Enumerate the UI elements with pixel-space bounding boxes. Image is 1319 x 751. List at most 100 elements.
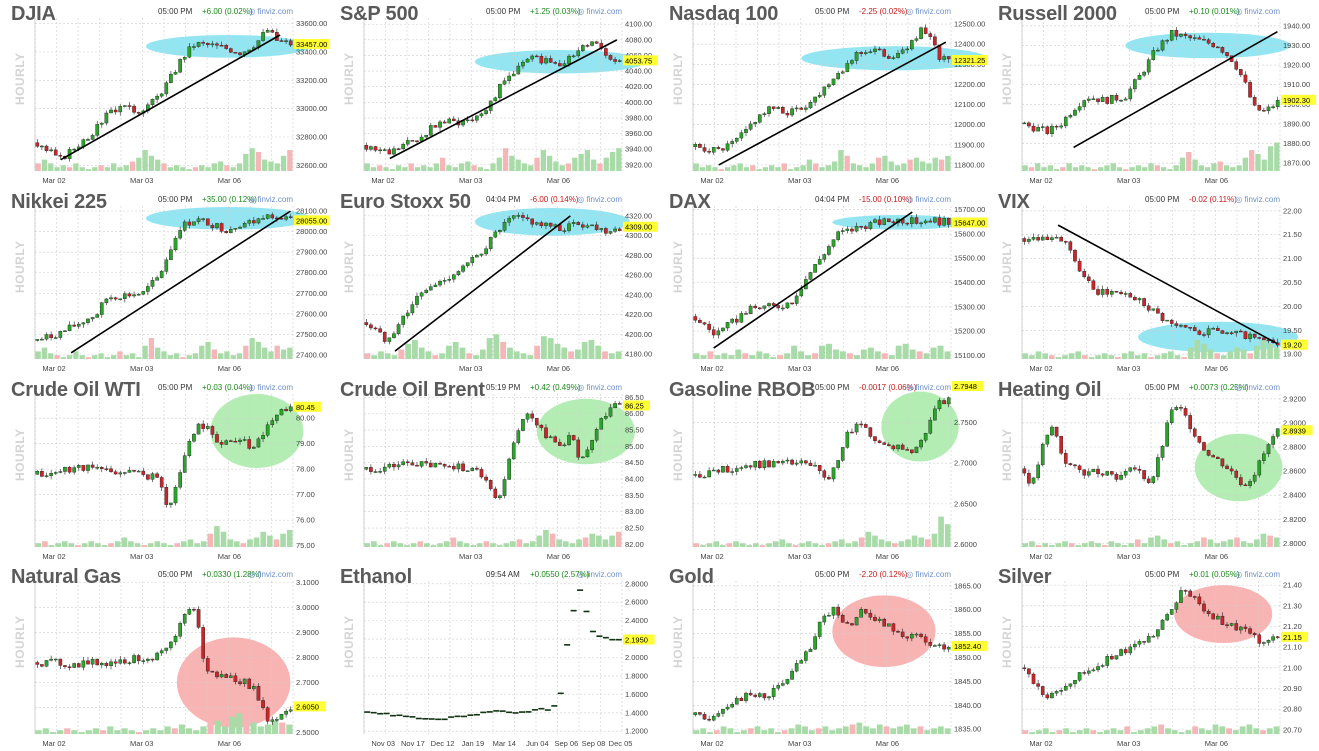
volume-bar [383, 167, 389, 171]
candlestick [382, 331, 387, 344]
candlestick [794, 659, 799, 673]
candlestick [1225, 51, 1229, 59]
finviz-logo-link[interactable]: ◎ finviz.com [1235, 383, 1280, 392]
candlestick [488, 100, 493, 114]
volume-bar [214, 720, 221, 734]
candlestick [548, 222, 553, 229]
candlestick [1128, 86, 1133, 102]
y-tick-label: 15600.00 [954, 229, 985, 238]
volume-bar [1082, 543, 1088, 547]
chart-panel[interactable]: 4180.00 4200.00 4220.00 4240.00 4260.00 4280.… [329, 188, 658, 375]
chart-panel[interactable]: 1835.00 1840.00 1845.00 1850.00 1855.00 1860.… [658, 563, 987, 750]
finviz-logo-link[interactable]: ◎ finviz.com [906, 383, 951, 392]
chart-panel[interactable]: 2.50002.60002.70002.80002.90003.00003.10… [0, 563, 329, 750]
finviz-logo-link[interactable]: ◎ finviz.com [577, 195, 622, 204]
volume-bar [543, 529, 549, 547]
candlestick [86, 318, 90, 325]
chart-panel[interactable]: 82.00 82.50 83.00 83.50 84.00 84.50 85.00 85.50… [329, 376, 658, 563]
chart-panel[interactable]: 15100.00 15200.00 15300.00 15400.00 15500.00… [658, 188, 987, 375]
chart-panel[interactable]: 75.00 76.00 77.00 78.00 79.00 80.00 Mar 02 Mar … [0, 376, 329, 563]
chart-panel[interactable]: 11800.00 11900.00 12000.00 12100.00 12200.00… [658, 0, 987, 187]
candlestick [873, 45, 877, 55]
candlestick [1050, 424, 1054, 437]
finviz-logo-link[interactable]: ◎ finviz.com [906, 195, 951, 204]
finviz-logo-link[interactable]: ◎ finviz.com [1235, 195, 1280, 204]
chart-panel[interactable]: 2.8000 2.8200 2.8400 2.8600 2.8800 2.9000 2.92… [987, 376, 1316, 563]
volume-bar [370, 167, 377, 171]
candlestick [1151, 47, 1156, 61]
chart-panel[interactable]: 1870.001880.001890.001900.001910.001920.… [987, 0, 1316, 187]
last-price-label: 86.25 [625, 401, 644, 410]
candlestick [511, 70, 516, 77]
volume-bar [1207, 349, 1214, 359]
y-axis-label: HOURLY [671, 428, 685, 481]
candlestick [739, 129, 744, 142]
candlestick [364, 142, 369, 152]
candlestick [716, 145, 721, 150]
candlestick [484, 474, 488, 483]
finviz-logo-link[interactable]: ◎ finviz.com [248, 195, 293, 204]
candlestick [415, 292, 419, 308]
finviz-logo-link[interactable]: ◎ finviz.com [906, 570, 951, 579]
finviz-logo-link[interactable]: ◎ finviz.com [248, 383, 293, 392]
finviz-logo-link[interactable]: ◎ finviz.com [906, 7, 951, 16]
finviz-logo-link[interactable]: ◎ finviz.com [248, 7, 293, 16]
volume-bar [421, 165, 427, 171]
y-tick-label: 2.6000 [954, 540, 977, 549]
candlestick [136, 653, 141, 665]
candlestick [1091, 667, 1096, 672]
volume-bar [1022, 165, 1028, 171]
finviz-logo-link[interactable]: ◎ finviz.com [577, 383, 622, 392]
candlestick [44, 472, 49, 478]
finviz-logo-link[interactable]: ◎ finviz.com [1235, 570, 1280, 579]
volume-bar [775, 167, 781, 171]
candlestick [900, 443, 905, 450]
candlestick [1179, 404, 1183, 412]
last-price-marker [294, 215, 329, 226]
candlestick [447, 275, 452, 283]
candlestick [493, 96, 498, 102]
x-tick-label: Mar 06 [1205, 552, 1228, 561]
chart-panel[interactable]: 19.00 19.50 20.00 20.50 21.00 21.50 22.00 Mar 0… [987, 188, 1316, 375]
y-tick-label: 1850.00 [954, 653, 981, 662]
y-tick-label: 12500.00 [954, 20, 985, 29]
highlight-ellipse [210, 394, 304, 468]
candlestick [1027, 668, 1031, 678]
candlestick [730, 702, 734, 709]
chart-svg: 15100.0015200.0015300.0015400.0015500.00… [692, 205, 987, 373]
finviz-logo-link[interactable]: ◎ finviz.com [577, 570, 622, 579]
chart-panel[interactable]: 27400.00 27500.00 27600.00 27700.00 27800.00… [0, 188, 329, 375]
candlestick [933, 644, 937, 647]
chart-panel[interactable]: 1.20001.40001.60001.80002.00002.20002.40… [329, 563, 658, 750]
x-tick-label: Mar 03 [788, 739, 811, 748]
candlestick [178, 58, 182, 74]
chart-panel[interactable]: 20.70 20.80 20.90 21.00 21.10 21.20 21.30 21.40… [987, 563, 1316, 750]
last-price-label: 12321.25 [954, 56, 985, 65]
chart-timestamp: 05:00 PM [158, 195, 193, 204]
volume-bar [1194, 541, 1201, 547]
candlestick [617, 59, 622, 63]
chart-panel[interactable]: 32600.00 32800.00 33000.00 33200.00 33400.00… [0, 0, 329, 187]
finviz-logo-link[interactable]: ◎ finviz.com [577, 7, 622, 16]
volume-bar [128, 730, 135, 734]
finviz-logo-link[interactable]: ◎ finviz.com [1235, 7, 1280, 16]
candlestick [721, 465, 725, 473]
y-tick-label: 4220.00 [625, 310, 652, 319]
candlestick [1128, 291, 1133, 298]
candlestick [698, 142, 702, 148]
trend-line [1073, 31, 1278, 149]
volume-bar [762, 167, 769, 171]
chart-panel[interactable]: 3920.00 3940.00 3960.00 3980.00 4000.00 4020.… [329, 0, 658, 187]
candlestick [771, 302, 776, 307]
finviz-logo-link[interactable]: ◎ finviz.com [248, 570, 293, 579]
candlestick [1077, 464, 1082, 473]
volume-bar [520, 353, 527, 359]
volume-bar [1239, 726, 1246, 734]
candlestick [187, 43, 192, 59]
y-tick-label: 2.8200 [1283, 515, 1306, 524]
candlestick [53, 471, 58, 475]
x-tick-label: Mar 02 [1029, 552, 1052, 561]
chart-panel[interactable]: 2.6000 2.6500 2.7000 2.7500 Mar 02 Mar 03 Mar … [658, 376, 987, 563]
x-tick-label: Mar 02 [700, 176, 723, 185]
volume-bar [274, 345, 280, 359]
